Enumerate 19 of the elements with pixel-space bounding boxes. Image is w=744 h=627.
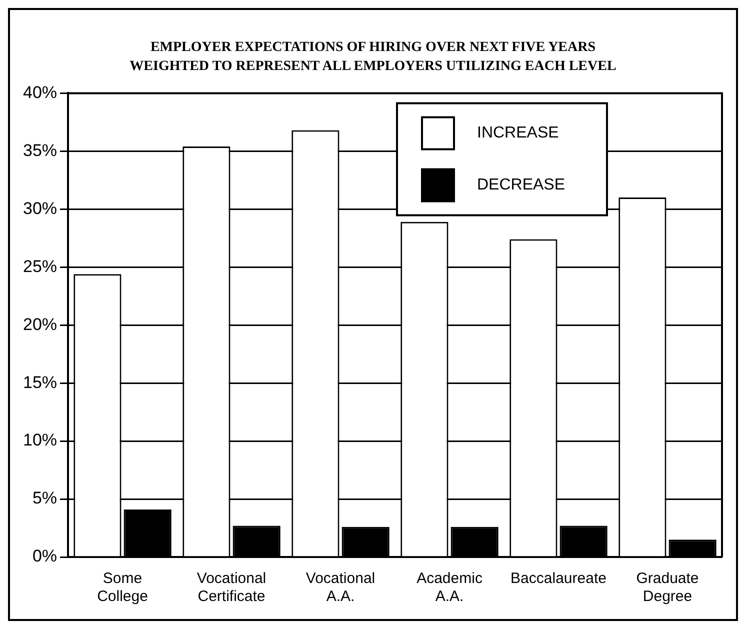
x-tick-label: Vocational Certificate (196, 570, 266, 606)
y-tick-label: 30% (22, 198, 58, 218)
chart-subtitle: WEIGHTED TO REPRESENT ALL EMPLOYERS UTILIZING EACH LEVEL (128, 58, 618, 76)
chart-title: EMPLOYER EXPECTATIONS OF HIRING OVER NEXT FIVE YEARS (149, 39, 597, 57)
y-tick-label: 5% (32, 488, 58, 508)
y-tick-label: 10% (22, 430, 58, 450)
y-tick-label: 35% (22, 140, 58, 160)
x-tick-label: Some College (97, 570, 148, 606)
legend-label: DECREASE (477, 176, 566, 194)
x-tick-label: Vocational A.A. (306, 570, 376, 606)
y-tick-label: 25% (22, 256, 58, 276)
legend-label: INCREASE (477, 124, 559, 142)
y-tick-label: 20% (22, 314, 58, 334)
x-tick-label: Graduate Degree (636, 570, 699, 606)
y-tick-label: 40% (22, 82, 58, 102)
y-tick-label: 0% (32, 546, 58, 566)
x-tick-label: Baccalaureate (510, 570, 606, 588)
x-tick-label: Academic A.A. (416, 570, 483, 606)
y-tick-label: 15% (22, 372, 58, 392)
